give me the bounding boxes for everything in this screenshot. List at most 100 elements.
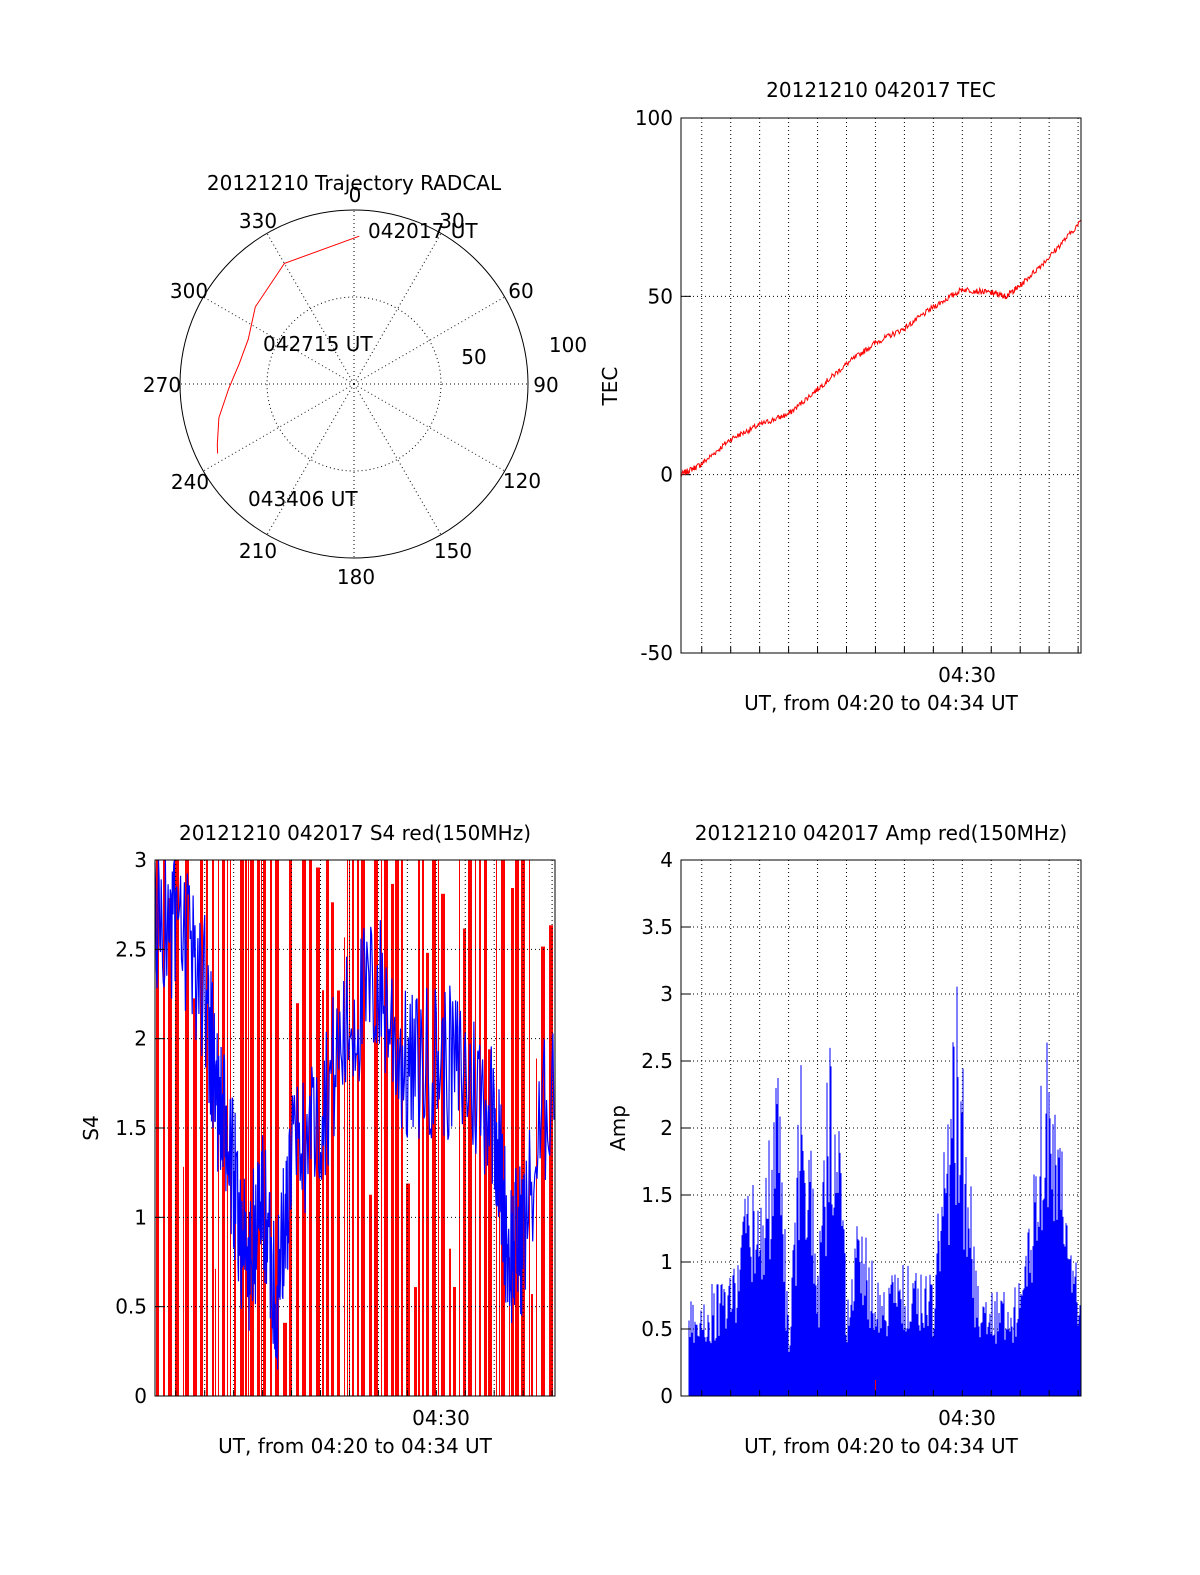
amp-y-tick-label: 2	[660, 1116, 673, 1140]
s4-red-bar	[168, 898, 172, 1396]
s4-y-tick-label: 2	[134, 1027, 147, 1051]
s4-red-bar	[406, 1183, 410, 1396]
tec-y-ticks: -50 0 50 100	[635, 106, 1079, 665]
polar-angle-label: 30	[439, 209, 464, 233]
s4-red-bar	[193, 998, 197, 1396]
s4-red-bar	[322, 990, 324, 1396]
s4-red-bar	[549, 925, 553, 1396]
s4-red-bar	[357, 860, 359, 1396]
s4-red-bar	[453, 1286, 456, 1396]
tec-y-label: TEC	[598, 367, 622, 407]
polar-annotation-mid: 042715 UT	[263, 332, 373, 356]
s4-red-bar	[337, 990, 340, 1396]
s4-red-bar	[331, 902, 334, 1396]
s4-red-bar	[414, 1287, 417, 1396]
s4-red-bar	[183, 1166, 184, 1396]
polar-grid	[180, 210, 528, 558]
amp-y-ticks: 0 0.5 1 1.5 2 2.5 3 3.5 4	[641, 848, 1079, 1408]
s4-red-bar	[240, 860, 244, 1396]
amp-plot: 20121210 042017 Amp red(150MHz) 0 0.5 1 1.5…	[606, 821, 1082, 1458]
s4-y-tick-label: 1	[134, 1205, 147, 1229]
s4-red-bar	[352, 860, 354, 1396]
tec-title: 20121210 042017 TEC	[766, 78, 996, 102]
s4-y-tick-label: 0	[134, 1384, 147, 1408]
s4-red-bar	[175, 860, 179, 1396]
s4-x-tick-0430: 04:30	[412, 1406, 470, 1430]
s4-y-tick-label: 2.5	[115, 937, 147, 961]
polar-spoke	[203, 383, 355, 472]
polar-spoke	[266, 233, 355, 385]
s4-red-bar	[488, 1049, 492, 1396]
s4-red-bar	[511, 887, 514, 1396]
s4-x-label: UT, from 04:20 to 04:34 UT	[218, 1434, 493, 1458]
s4-red-bar	[200, 860, 203, 1396]
polar-angle-label: 60	[508, 279, 533, 303]
tec-series-line	[680, 219, 1082, 478]
s4-red-bar	[381, 860, 382, 1396]
s4-red-bar	[257, 860, 260, 1396]
polar-angle-label: 300	[170, 279, 208, 303]
tec-y-tick-label: 0	[660, 463, 673, 487]
s4-red-bar	[463, 928, 466, 1396]
polar-angle-label: 180	[337, 565, 375, 589]
amp-x-tick-0430: 04:30	[938, 1406, 996, 1430]
s4-red-bar	[275, 860, 279, 1396]
polar-spoke	[266, 383, 355, 535]
s4-red-bar	[432, 860, 436, 1396]
s4-red-bar	[529, 860, 530, 1396]
s4-title: 20121210 042017 S4 red(150MHz)	[179, 821, 531, 845]
s4-red-bar	[261, 860, 262, 1396]
polar-title: 20121210 Trajectory RADCAL	[207, 171, 502, 195]
polar-outer-ring	[179, 209, 529, 559]
amp-y-tick-label: 1.5	[641, 1183, 673, 1207]
polar-angle-labels: 0 30 60 90 120 150 180 210 240 270 300 330	[143, 183, 559, 589]
s4-y-tick-label: 0.5	[115, 1295, 147, 1319]
s4-red-bar	[426, 952, 429, 1396]
amp-blue-series	[688, 986, 1081, 1396]
tec-x-label: UT, from 04:20 to 04:34 UT	[744, 691, 1019, 715]
s4-red-bar	[515, 860, 519, 1396]
s4-red-bar	[245, 860, 247, 1396]
s4-blue-series	[154, 859, 555, 1370]
amp-y-label: Amp	[606, 1105, 630, 1151]
s4-red-bar	[344, 937, 345, 1396]
s4-red-bar	[536, 1058, 537, 1396]
s4-red-bar	[395, 860, 399, 1396]
polar-inner-ring	[266, 296, 442, 472]
s4-red-bar	[541, 946, 545, 1396]
polar-angle-label: 120	[503, 469, 541, 493]
tec-grid	[681, 118, 1081, 653]
polar-plot: 20121210 Trajectory RADCAL 0 30 60 90 120 150…	[143, 171, 587, 589]
s4-red-bar	[234, 1193, 236, 1396]
tec-axes-frame	[680, 117, 1082, 654]
amp-y-tick-label: 0.5	[641, 1317, 673, 1341]
s4-plot: 20121210 042017 S4 red(150MHz) 0 0.5 1 1.5 2…	[79, 821, 556, 1458]
amp-y-tick-label: 3.5	[641, 915, 673, 939]
amp-y-tick-label: 4	[660, 848, 673, 872]
polar-spoke	[203, 296, 355, 385]
polar-annotation-start: 042017 UT	[368, 219, 478, 243]
tec-y-tick-label: 100	[635, 106, 673, 130]
amp-y-tick-label: 2.5	[641, 1049, 673, 1073]
tec-x-tick-0430: 04:30	[938, 663, 996, 687]
s4-y-tick-label: 1.5	[115, 1116, 147, 1140]
s4-red-bar	[215, 1268, 216, 1396]
polar-spoke	[353, 296, 505, 385]
polar-angle-label: 210	[239, 539, 277, 563]
polar-annotation-end: 043406 UT	[248, 487, 358, 511]
tec-y-tick-label: -50	[640, 641, 673, 665]
amp-y-tick-label: 0	[660, 1384, 673, 1408]
s4-y-ticks: 0 0.5 1 1.5 2 2.5 3	[115, 848, 553, 1408]
s4-red-bar	[468, 860, 472, 1396]
polar-angle-label: 330	[239, 209, 277, 233]
s4-red-bar	[248, 860, 249, 1396]
s4-red-bar	[449, 1248, 451, 1396]
s4-axes-frame	[154, 859, 556, 1397]
tec-y-tick-label: 50	[648, 284, 673, 308]
amp-y-tick-label: 3	[660, 982, 673, 1006]
s4-red-bar	[263, 860, 266, 1396]
polar-angle-label: 270	[143, 373, 181, 397]
s4-y-tick-label: 3	[134, 848, 147, 872]
polar-spoke	[353, 383, 505, 472]
